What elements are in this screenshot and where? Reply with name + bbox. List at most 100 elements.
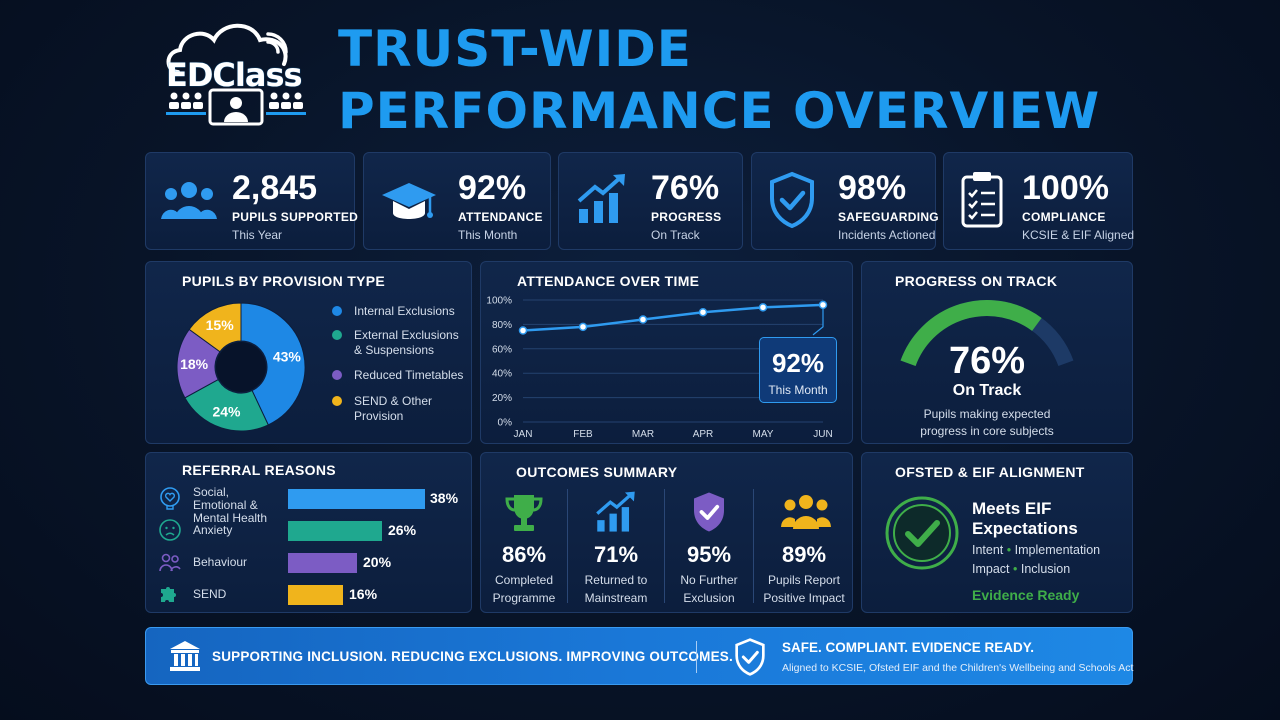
- page-title-line2: PERFORMANCE OVERVIEW: [338, 82, 1101, 140]
- provision-donut-chart: 43% 24% 18% 15%: [176, 302, 306, 432]
- legend-label: SEND & Other Provision: [354, 394, 433, 423]
- x-tick-label: MAR: [632, 429, 654, 440]
- outcome-label-line1: Completed: [494, 573, 554, 587]
- referral-bar: [288, 585, 343, 605]
- panel-title: OUTCOMES SUMMARY: [516, 464, 678, 480]
- referral-bar: [288, 553, 357, 573]
- shield-check-icon: [770, 171, 814, 229]
- outcome-value: 95%: [686, 542, 732, 567]
- legend-dot: [332, 306, 342, 316]
- outcome-label-line2: Mainstream: [584, 591, 648, 605]
- callout-leader: [812, 308, 824, 336]
- ofsted-tags-line1: Intent • Implementation: [972, 543, 1100, 557]
- provision-panel: PUPILS BY PROVISION TYPE 43% 24% 18% 15% In…: [145, 261, 472, 444]
- people-group-icon: [781, 495, 831, 529]
- check-circle-icon: [885, 496, 959, 570]
- legend-dot: [332, 396, 342, 406]
- kpi-value: 76%: [651, 169, 720, 207]
- donut-slice: [240, 302, 306, 426]
- outcome-value: 89%: [781, 542, 827, 567]
- gauge-value: 76%: [948, 340, 1026, 382]
- banner-right-sub: Aligned to KCSIE, Ofsted EIF and the Chi…: [782, 662, 1134, 674]
- x-tick-label: JUN: [813, 429, 832, 440]
- worried-face-icon: [159, 519, 181, 541]
- outcome-divider: [567, 489, 568, 603]
- outcome-column: 86% Completed Programme: [481, 487, 567, 611]
- referrals-panel: REFERRAL REASONS Social, Emotional & Men…: [145, 452, 472, 613]
- kpi-value: 92%: [458, 169, 527, 207]
- x-tick-label: APR: [693, 429, 714, 440]
- pupils-group-icon: [161, 182, 217, 219]
- ofsted-footer: Evidence Ready: [972, 587, 1080, 603]
- outcome-label-line2: Exclusion: [683, 591, 735, 605]
- gauge-label: On Track: [952, 382, 1022, 399]
- kpi-label: PUPILS SUPPORTED: [232, 210, 359, 224]
- y-tick-label: 0%: [498, 418, 513, 429]
- trophy-icon: [505, 495, 543, 531]
- referral-row: SEND 16%: [146, 581, 473, 607]
- outcome-label-line2: Positive Impact: [763, 591, 845, 605]
- callout-label: This Month: [768, 383, 828, 397]
- attendance-callout: 92% This Month: [759, 337, 837, 403]
- legend-item: SEND & Other Provision: [332, 394, 468, 428]
- gauge-caption-line2: progress in core subjects: [920, 424, 1054, 438]
- callout-value: 92%: [771, 348, 825, 378]
- provision-legend: Internal Exclusions External Exclusions …: [332, 304, 468, 428]
- ofsted-tag: Implementation: [1014, 543, 1101, 557]
- referral-row: Social, Emotional & Mental Health 38%: [146, 485, 473, 525]
- bottom-banner: SUPPORTING INCLUSION. REDUCING EXCLUSION…: [145, 627, 1133, 685]
- legend-item: Reduced Timetables: [332, 368, 468, 394]
- kpi-label: ATTENDANCE: [458, 210, 543, 224]
- outcome-column: 89% Pupils Report Positive Impact: [754, 487, 854, 611]
- panel-title: PROGRESS ON TRACK: [895, 273, 1058, 289]
- panel-title: REFERRAL REASONS: [182, 462, 336, 478]
- legend-item: External Exclusions & Suspensions: [332, 328, 468, 368]
- data-point: [758, 303, 768, 312]
- ofsted-tag: Impact: [972, 562, 1010, 576]
- legend-label: External Exclusions & Suspensions: [354, 328, 459, 357]
- donut-slice: [184, 378, 269, 432]
- donut-slice-label: 24%: [212, 404, 241, 420]
- data-point: [638, 315, 648, 324]
- referral-bar: [288, 489, 425, 509]
- donut-slice: [188, 302, 242, 353]
- progress-gauge: [900, 300, 1074, 367]
- outcome-label-line1: Pupils Report: [767, 573, 841, 587]
- kpi-label: COMPLIANCE: [1022, 210, 1106, 224]
- page-title-line1: TRUST-WIDE: [338, 20, 692, 78]
- ofsted-tag: Intent: [972, 543, 1004, 557]
- outcome-label-line1: Returned to: [584, 573, 648, 587]
- logo-text: EDClass: [166, 56, 303, 94]
- kpi-sub: On Track: [651, 228, 700, 242]
- kpi-sub: This Year: [232, 228, 283, 242]
- bullet-separator: •: [1006, 543, 1012, 557]
- outcome-divider: [664, 489, 665, 603]
- ofsted-headline-line1: Meets EIF: [972, 499, 1052, 518]
- kpi-card-attendance: 92% ATTENDANCE This Month: [363, 152, 551, 250]
- y-tick-label: 100%: [486, 296, 512, 307]
- puzzle-piece-icon: [161, 587, 176, 602]
- referral-bar: [288, 521, 382, 541]
- growth-chart-icon: [596, 491, 635, 532]
- y-tick-label: 40%: [492, 369, 512, 380]
- banner-right-title: SAFE. COMPLIANT. EVIDENCE READY.: [782, 640, 1035, 655]
- donut-slice-label: 43%: [273, 349, 302, 365]
- referral-row: Behaviour 20%: [146, 549, 473, 575]
- x-tick-label: FEB: [573, 429, 593, 440]
- outcome-column: 71% Returned to Mainstream: [568, 487, 664, 611]
- kpi-value: 2,845: [232, 169, 318, 207]
- kpi-sub: KCSIE & EIF Aligned: [1022, 228, 1135, 242]
- kpi-value: 98%: [838, 169, 907, 207]
- panel-title: OFSTED & EIF ALIGNMENT: [895, 464, 1085, 480]
- legend-dot: [332, 370, 342, 380]
- cloud-classroom-icon: [166, 23, 306, 126]
- people-pair-icon: [159, 553, 181, 572]
- kpi-card-compliance: 100% COMPLIANCE KCSIE & EIF Aligned: [943, 152, 1135, 250]
- y-tick-label: 20%: [492, 393, 512, 404]
- ofsted-tag: Inclusion: [1020, 562, 1071, 576]
- legend-label: Internal Exclusions: [354, 304, 455, 318]
- referral-value: 20%: [363, 554, 392, 570]
- x-tick-label: MAY: [753, 429, 774, 440]
- gauge-fill: [900, 300, 1042, 367]
- legend-item: Internal Exclusions: [332, 304, 468, 328]
